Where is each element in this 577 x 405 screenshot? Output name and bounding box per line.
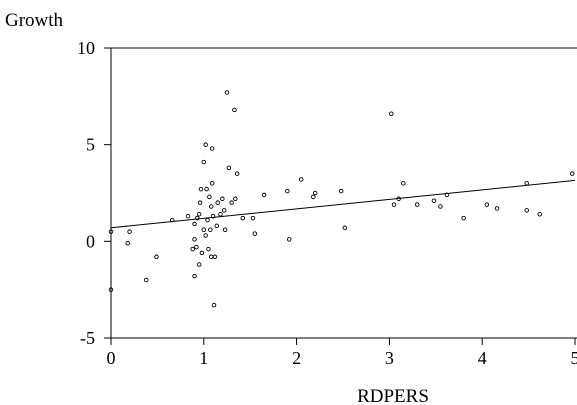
x-tick-label: 1: [199, 348, 208, 368]
data-point: [108, 229, 114, 234]
x-tick-label: 3: [385, 348, 394, 368]
data-point: [261, 192, 267, 198]
data-point: [221, 208, 227, 213]
x-tick-label: 5: [571, 348, 577, 368]
data-point: [342, 225, 348, 231]
data-point: [311, 194, 316, 200]
data-point: [220, 196, 225, 202]
y-axis-label: Growth: [5, 10, 64, 31]
data-point: [210, 213, 216, 219]
data-point: [414, 202, 420, 207]
data-point: [229, 200, 234, 205]
data-point: [197, 200, 203, 205]
data-point: [524, 181, 529, 186]
regression-line: [110, 179, 576, 229]
data-point: [199, 250, 205, 256]
data-point: [192, 273, 197, 279]
data-point: [154, 254, 159, 260]
data-point: [125, 241, 130, 246]
data-point: [209, 181, 215, 186]
data-point: [234, 171, 240, 176]
data-point: [569, 171, 575, 176]
data-point: [127, 229, 132, 234]
data-point: [391, 202, 397, 207]
data-point: [537, 212, 542, 217]
data-point: [226, 165, 232, 171]
data-point: [250, 215, 256, 221]
y-tick-label: 10: [77, 38, 95, 58]
x-tick-label: 2: [292, 348, 301, 368]
data-point: [401, 181, 406, 186]
data-point: [211, 302, 217, 308]
data-point: [215, 200, 220, 205]
data-point: [198, 186, 204, 192]
data-point: [222, 227, 228, 232]
data-point: [207, 194, 212, 200]
x-axis-label: RDPERS: [357, 386, 429, 405]
y-tick-label: 5: [86, 135, 95, 155]
data-point: [461, 215, 466, 221]
data-point: [484, 202, 490, 207]
data-point: [195, 215, 200, 221]
data-point: [233, 196, 238, 202]
data-point: [203, 233, 208, 238]
data-point: [192, 221, 197, 227]
data-point: [203, 142, 208, 147]
data-point: [196, 262, 202, 267]
data-point: [212, 254, 218, 260]
data-point: [192, 237, 197, 242]
data-point: [208, 227, 213, 232]
data-point: [298, 177, 304, 182]
data-point: [169, 217, 175, 223]
x-tick-label: 0: [107, 348, 116, 368]
plot-area: -5 0 5 10 0 1 2 3 4 5: [77, 38, 577, 368]
data-point: [206, 246, 211, 252]
y-tick-label: 0: [86, 231, 95, 251]
data-point: [285, 188, 290, 194]
data-point: [338, 188, 344, 194]
y-tick-label: -5: [80, 328, 95, 348]
data-point: [286, 237, 292, 242]
data-point: [185, 213, 191, 219]
data-point: [232, 107, 237, 113]
data-point: [218, 212, 223, 217]
data-point: [524, 208, 529, 213]
data-point: [209, 146, 215, 151]
data-point: [214, 223, 220, 229]
data-point: [312, 190, 318, 196]
data-point: [431, 198, 437, 203]
data-point: [196, 212, 202, 217]
data-point: [240, 215, 246, 221]
data-point: [438, 204, 443, 209]
data-point: [190, 246, 195, 252]
data-point: [396, 196, 401, 202]
data-point: [201, 159, 207, 165]
data-point: [201, 227, 207, 232]
x-tick-label: 4: [478, 348, 487, 368]
data-point: [108, 287, 114, 292]
data-point: [208, 254, 214, 260]
data-point: [194, 244, 199, 250]
data-point: [389, 111, 394, 116]
axis-frame: [110, 47, 577, 339]
data-point: [224, 90, 230, 95]
data-point: [444, 192, 450, 198]
data-point: [494, 206, 500, 211]
data-point: [252, 231, 258, 236]
data-point: [208, 204, 214, 209]
data-point: [144, 277, 149, 283]
data-point: [204, 186, 209, 192]
data-point: [205, 217, 210, 223]
